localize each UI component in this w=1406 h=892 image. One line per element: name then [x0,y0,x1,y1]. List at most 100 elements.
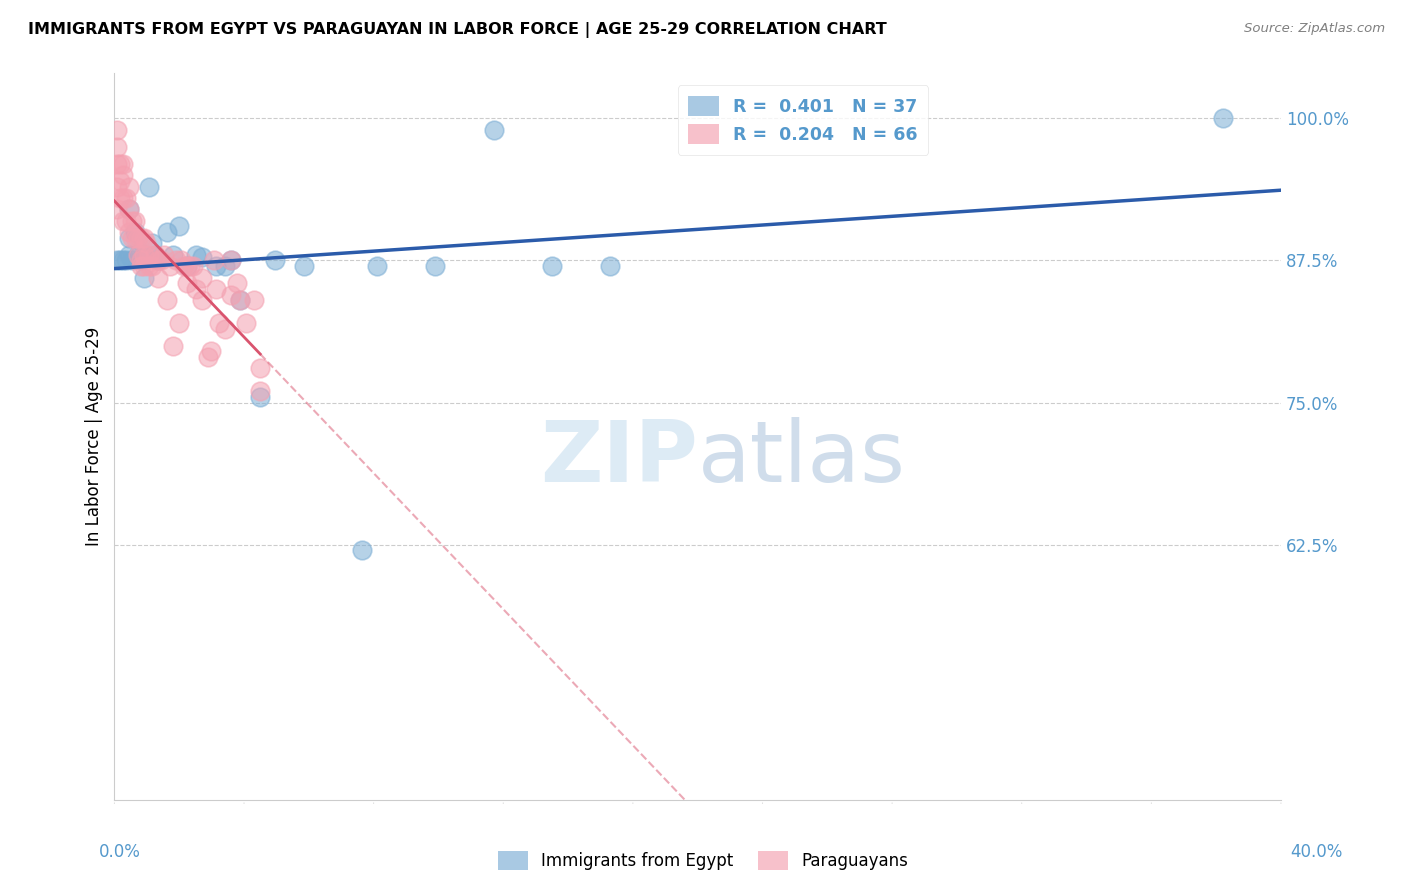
Point [150,253,173,268]
Point [181,259,204,273]
Legend: Immigrants from Egypt, Paraguayans: Immigrants from Egypt, Paraguayans [491,844,915,877]
Point [249,361,271,376]
Point [197,350,219,364]
Point [179,259,201,273]
Point [243,293,266,308]
Point [118,202,141,217]
Point [118,202,141,217]
Point [225,277,247,291]
Point [176,259,198,273]
Point [541,259,564,273]
Point [249,384,271,399]
Point [124,213,146,227]
Point [205,259,228,273]
Point [1212,112,1234,126]
Point [214,321,236,335]
Point [176,259,198,273]
Point [110,191,132,205]
Point [132,231,155,245]
Text: 0.0%: 0.0% [98,843,141,861]
Point [115,213,138,227]
Point [141,259,163,273]
Legend: R =  0.401   N = 37, R =  0.204   N = 66: R = 0.401 N = 37, R = 0.204 N = 66 [678,86,928,155]
Point [143,248,166,262]
Point [219,287,242,301]
Point [200,344,222,359]
Point [112,157,135,171]
Point [159,259,181,273]
Point [132,248,155,262]
Point [105,123,128,137]
Point [127,248,149,262]
Point [121,213,143,227]
Point [105,140,128,154]
Point [263,253,285,268]
Point [118,248,141,262]
Point [235,316,257,330]
Point [118,231,141,245]
Point [115,253,138,268]
Point [112,253,135,268]
Point [138,179,160,194]
Point [208,316,231,330]
Point [105,253,128,268]
Point [184,282,207,296]
Point [162,339,184,353]
Point [143,248,166,262]
Point [112,213,135,227]
Point [138,259,160,273]
Text: ZIP: ZIP [540,417,697,500]
Point [105,202,128,217]
Point [191,293,214,308]
Point [138,248,160,262]
Point [132,248,155,262]
Point [118,225,141,239]
Point [146,253,169,268]
Point [146,270,169,285]
Point [110,174,132,188]
Point [127,248,149,262]
Point [132,270,155,285]
Point [482,123,505,137]
Point [153,248,176,262]
Point [112,168,135,182]
Point [167,316,190,330]
Point [425,259,447,273]
Point [110,253,132,268]
Point [118,179,141,194]
Point [202,253,225,268]
Point [205,282,228,296]
Point [141,236,163,251]
Point [121,253,143,268]
Point [167,219,190,234]
Point [124,225,146,239]
Point [132,259,155,273]
Point [214,259,236,273]
Point [191,250,214,264]
Point [162,248,184,262]
Point [129,253,152,268]
Point [105,179,128,194]
Point [124,231,146,245]
Point [170,253,193,268]
Point [129,259,152,273]
Text: atlas: atlas [697,417,905,500]
Point [135,236,157,251]
Point [110,157,132,171]
Point [249,390,271,404]
Point [366,259,388,273]
Point [229,293,252,308]
Point [176,277,198,291]
Point [173,259,195,273]
Point [156,293,179,308]
Point [165,253,187,268]
Point [115,191,138,205]
Y-axis label: In Labor Force | Age 25-29: In Labor Force | Age 25-29 [86,327,103,546]
Text: Source: ZipAtlas.com: Source: ZipAtlas.com [1244,22,1385,36]
Point [129,253,152,268]
Point [121,231,143,245]
Point [105,157,128,171]
Text: IMMIGRANTS FROM EGYPT VS PARAGUAYAN IN LABOR FORCE | AGE 25-29 CORRELATION CHART: IMMIGRANTS FROM EGYPT VS PARAGUAYAN IN L… [28,22,887,38]
Text: 40.0%: 40.0% [1291,843,1343,861]
Point [129,231,152,245]
